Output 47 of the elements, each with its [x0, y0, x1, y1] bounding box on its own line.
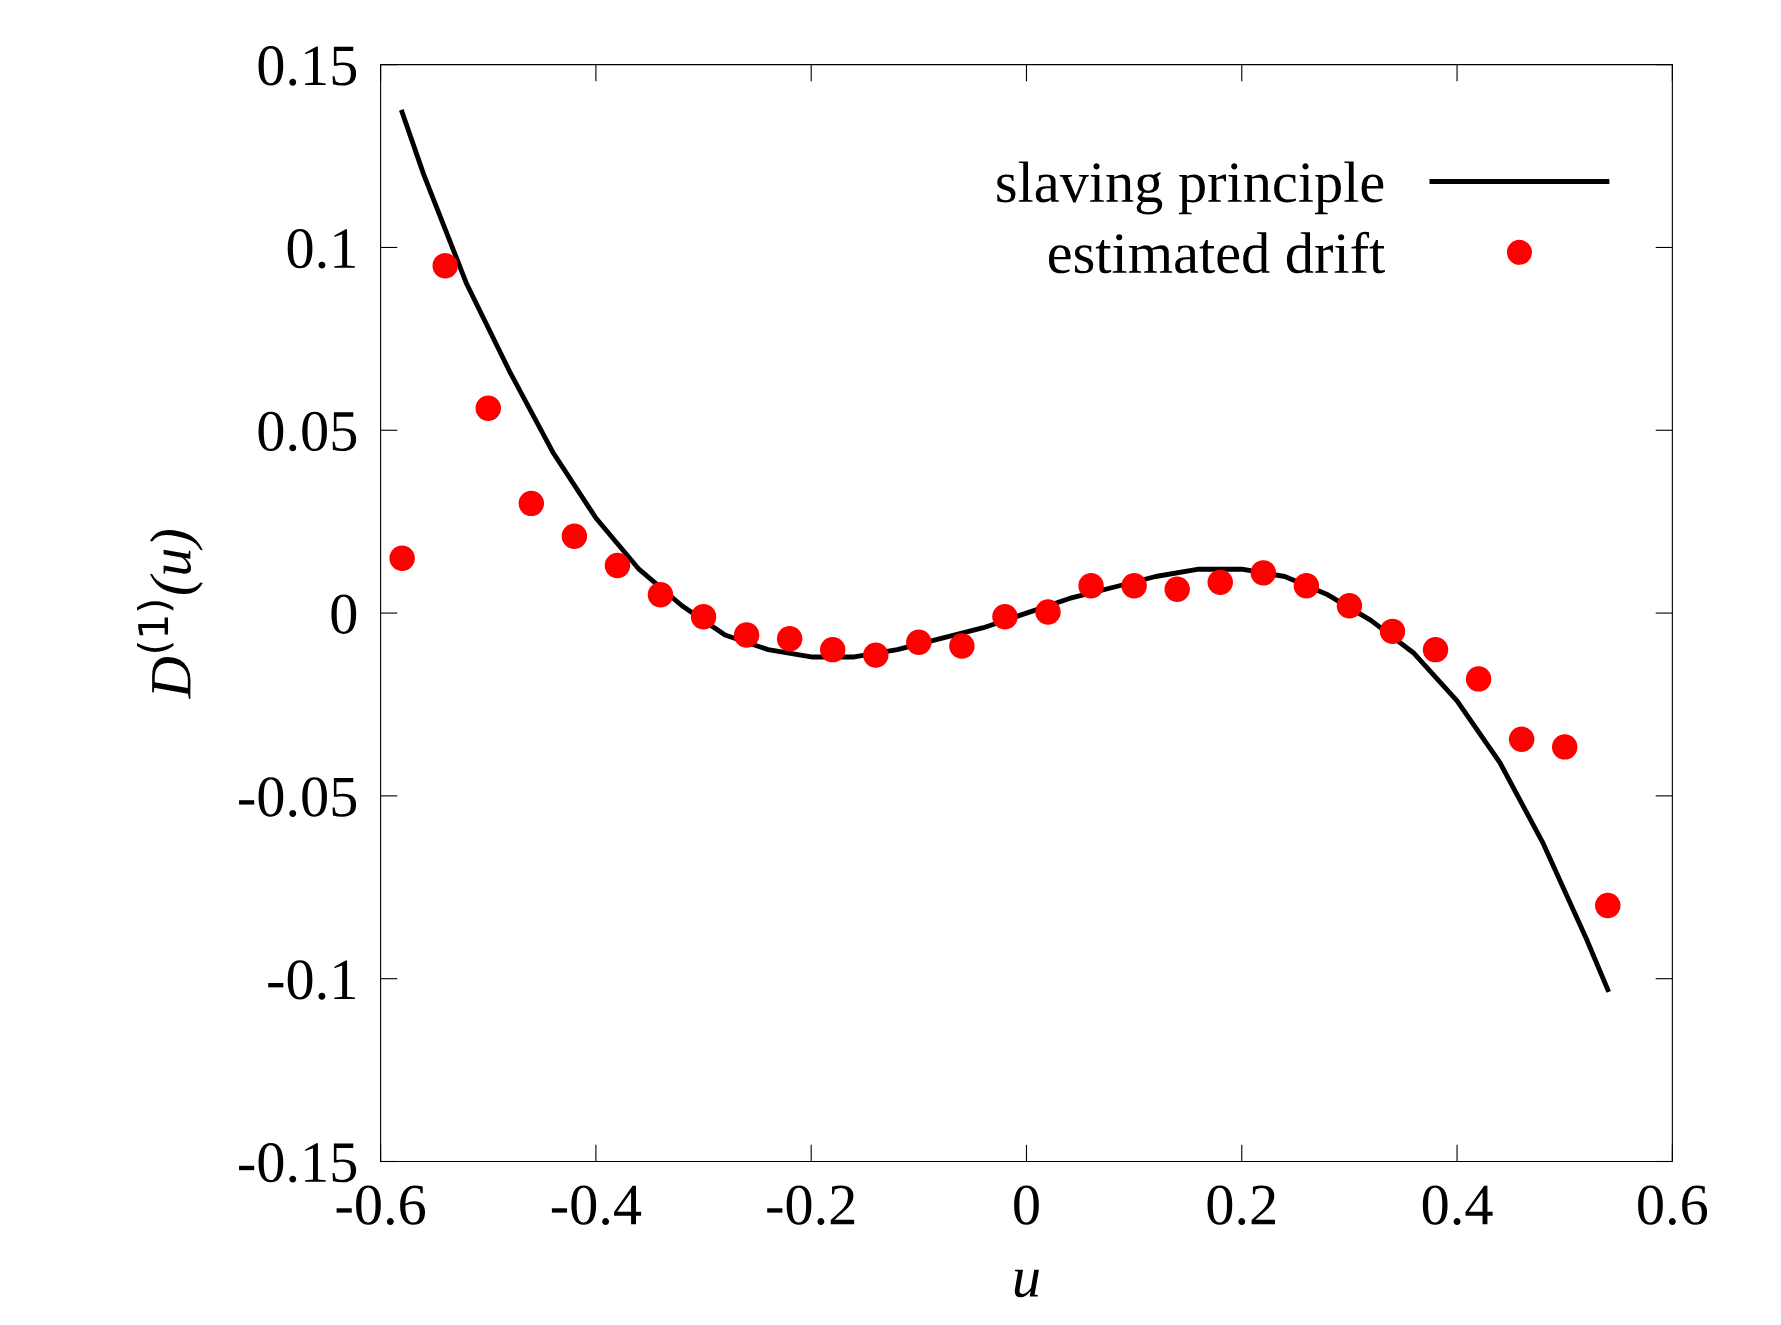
point — [690, 604, 717, 630]
point — [1035, 599, 1061, 625]
point — [432, 253, 458, 279]
y-tick-label: 0 — [331, 594, 357, 634]
point — [906, 629, 932, 656]
point — [389, 545, 415, 571]
point — [1207, 569, 1233, 596]
point — [1336, 593, 1363, 619]
y-tick-label: 0.1 — [287, 228, 355, 269]
x-tick-label: -0.2 — [767, 1185, 855, 1226]
legend-label: estimated drift — [1049, 231, 1385, 274]
point — [1508, 726, 1535, 752]
legend-label: slaving principle — [997, 161, 1384, 215]
point — [1293, 572, 1320, 599]
point — [992, 604, 1018, 630]
point — [1465, 666, 1492, 692]
point — [1379, 618, 1406, 645]
y-tick-label: 0.05 — [258, 411, 357, 452]
x-tick-label: 0 — [1014, 1185, 1039, 1225]
point — [1551, 734, 1578, 760]
y-tick-label: -0.1 — [268, 960, 355, 1000]
x-tick-label: 0.6 — [1638, 1185, 1708, 1226]
point — [1595, 892, 1621, 919]
point — [604, 552, 631, 579]
point — [475, 395, 501, 422]
y-tick-label: -0.05 — [239, 777, 357, 817]
point — [1250, 560, 1277, 586]
point — [819, 636, 846, 663]
y-tick-label: 0.15 — [258, 46, 357, 86]
x-tick-label: -0.4 — [551, 1185, 642, 1226]
point — [776, 625, 803, 652]
point — [561, 523, 588, 550]
point — [949, 633, 975, 659]
point — [1164, 576, 1190, 603]
point — [1121, 572, 1147, 599]
x-axis-title: u — [1014, 1269, 1039, 1298]
x-tick-label: -0.6 — [336, 1185, 426, 1226]
point — [1422, 636, 1449, 663]
y-axis-title: D$^{(1)}$(u) — [137, 529, 203, 699]
point — [863, 642, 889, 668]
point — [1078, 572, 1104, 599]
x-tick-label: 0.2 — [1207, 1185, 1276, 1226]
point — [733, 622, 760, 648]
x-tick-label: 0.4 — [1422, 1185, 1493, 1226]
y-tick-label: -0.15 — [239, 1142, 357, 1183]
point — [518, 490, 545, 517]
point — [647, 582, 674, 608]
